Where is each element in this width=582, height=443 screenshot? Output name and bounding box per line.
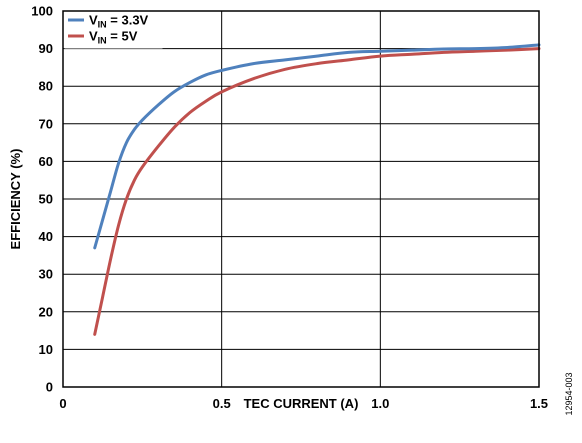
y-tick-label: 10 [39, 342, 53, 357]
x-tick-label: 1.0 [371, 396, 389, 411]
series-lines [93, 43, 541, 336]
series-line [93, 47, 541, 336]
y-tick-label: 80 [39, 79, 53, 94]
y-tick-label: 60 [39, 154, 53, 169]
y-tick-label: 30 [39, 267, 53, 282]
legend-label: VIN = 5V [89, 29, 138, 46]
y-tick-label: 40 [39, 229, 53, 244]
y-tick-label: 20 [39, 304, 53, 319]
x-tick-labels: 0 0.5 1.0 1.5 [59, 396, 548, 411]
plot-border [62, 10, 540, 388]
y-tick-label: 0 [46, 380, 53, 395]
y-tick-labels: 0 10 20 30 40 50 60 70 80 90 100 [31, 4, 53, 395]
y-tick-label: 50 [39, 192, 53, 207]
series-line [93, 43, 541, 250]
y-tick-label: 70 [39, 116, 53, 131]
x-tick-label: 1.5 [530, 396, 548, 411]
legend-label: VIN = 3.3V [89, 13, 149, 30]
y-tick-label: 100 [31, 4, 53, 19]
x-tick-label: 0 [59, 396, 66, 411]
figure-id: 12954-003 [564, 372, 574, 415]
grid-lines [63, 11, 539, 387]
y-axis-title: EFFICIENCY (%) [8, 149, 23, 250]
x-axis-title: TEC CURRENT (A) [244, 396, 359, 411]
x-tick-label: 0.5 [213, 396, 231, 411]
y-tick-label: 90 [39, 41, 53, 56]
